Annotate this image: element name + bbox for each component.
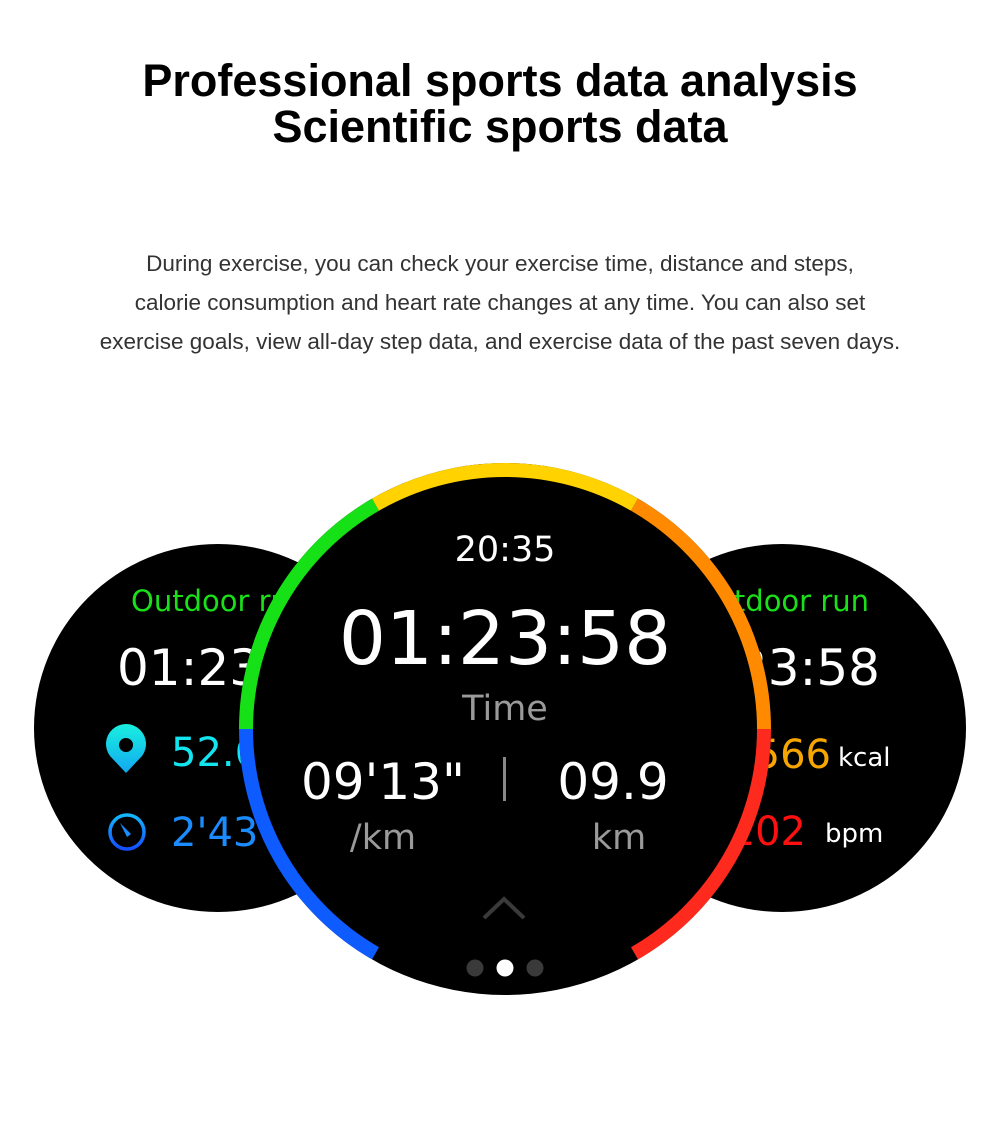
main-clock: 20:35 <box>455 530 556 570</box>
ring-segment-blue <box>239 728 380 960</box>
ring-segment-red <box>630 728 771 960</box>
heading-line-2: Scientific sports data <box>272 101 728 152</box>
ring-segment-green <box>239 498 380 730</box>
page-indicator[interactable] <box>466 959 544 977</box>
right-calories-unit: kcal <box>838 743 891 773</box>
main-watch-face: 20:35 01:23:58 Time 09'13" 09.9 /km km <box>239 463 771 995</box>
speedometer-icon <box>108 813 146 851</box>
main-distance: 09.9 <box>557 753 668 811</box>
main-duration-label: Time <box>461 689 548 729</box>
description-line: During exercise, you can check your exer… <box>146 251 854 276</box>
main-pace-unit: /km <box>350 818 416 858</box>
main-duration: 01:23:58 <box>339 596 671 682</box>
page-dot[interactable] <box>496 959 514 977</box>
divider <box>503 757 506 801</box>
description: During exercise, you can check your exer… <box>0 244 1000 361</box>
ring-segment-yellow <box>372 463 638 511</box>
chevron-up-icon[interactable] <box>482 896 526 920</box>
right-heart-rate-unit: bpm <box>825 819 883 849</box>
description-line: exercise goals, view all-day step data, … <box>99 329 901 354</box>
main-pace: 09'13" <box>301 753 465 811</box>
heading-line-1: Professional sports data analysis <box>142 55 858 106</box>
page-dot[interactable] <box>466 959 484 977</box>
location-pin-icon <box>106 724 146 773</box>
page-dot[interactable] <box>526 959 544 977</box>
description-line: calorie consumption and heart rate chang… <box>134 290 866 315</box>
progress-ring <box>239 463 771 960</box>
ring-segment-orange <box>630 498 771 730</box>
main-distance-unit: km <box>592 818 646 858</box>
